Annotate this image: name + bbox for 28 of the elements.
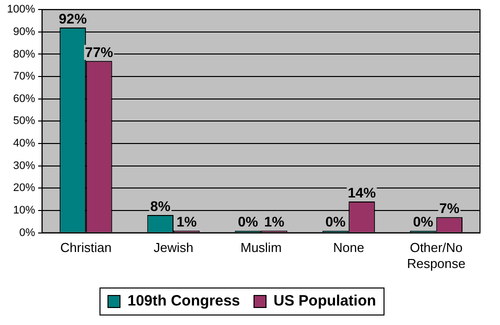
data-label: 8%	[150, 198, 172, 214]
data-label: 14%	[348, 184, 376, 200]
data-label: 92%	[58, 10, 88, 26]
y-tick-label: 90%	[13, 26, 36, 38]
data-label: 0%	[412, 214, 434, 230]
y-tick-label: 50%	[13, 115, 36, 128]
data-label: 0%	[325, 214, 346, 230]
data-label: 7%	[439, 200, 460, 216]
y-tick-label: 20%	[13, 182, 36, 194]
y-tick-label: 30%	[13, 160, 36, 172]
x-tick-label: Other/No Response	[406, 240, 466, 271]
x-tick-label: None	[333, 240, 364, 256]
y-tick-label: 70%	[13, 70, 36, 83]
y-tick-label: 80%	[13, 48, 36, 60]
y-tick-label: 40%	[13, 138, 36, 150]
data-label: 1%	[176, 213, 198, 230]
y-tick-label: 10%	[13, 204, 36, 217]
data-label: 0%	[238, 214, 259, 230]
x-tick-label: Christian	[60, 240, 112, 256]
legend-label: 109th Congress	[127, 292, 240, 310]
data-label: 77%	[85, 44, 114, 60]
y-tick-label: 0%	[19, 226, 36, 239]
y-tick-label: 60%	[13, 92, 36, 105]
data-label: 1%	[264, 213, 285, 230]
legend-label: US Population	[274, 292, 376, 310]
x-tick-label: Jewish	[154, 240, 194, 256]
x-tick-label: Muslim	[240, 240, 282, 256]
y-tick-label: 100%	[6, 4, 36, 16]
